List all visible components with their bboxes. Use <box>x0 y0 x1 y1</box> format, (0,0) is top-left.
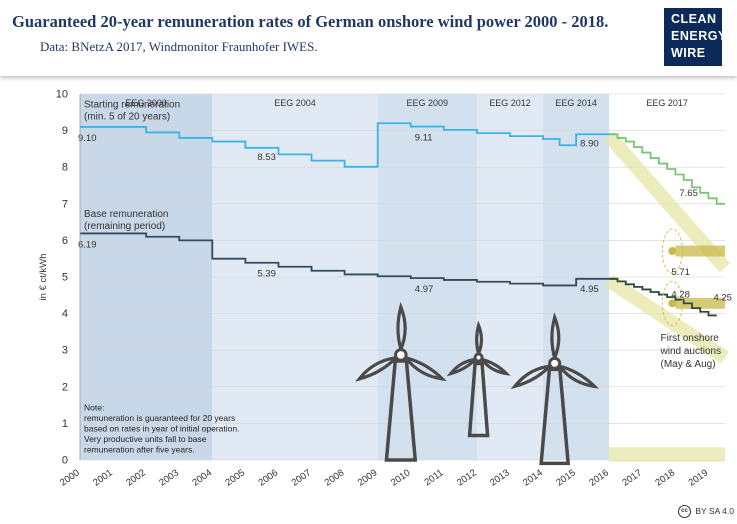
x-tick-label: 2014 <box>521 467 545 488</box>
y-tick-label: 2 <box>62 381 68 393</box>
period-label: EEG 2017 <box>646 98 688 108</box>
auction-note: (May & Aug) <box>661 359 716 370</box>
y-tick-label: 10 <box>56 89 68 101</box>
y-axis-label: in € ct/kWh <box>38 254 49 301</box>
x-tick-label: 2004 <box>190 467 214 488</box>
wind-turbine-icon <box>510 312 600 466</box>
y-tick-label: 5 <box>62 272 68 284</box>
chart-title: Guaranteed 20-year remuneration rates of… <box>12 12 609 31</box>
data-label: 7.65 <box>679 188 698 199</box>
x-tick-label: 2006 <box>257 467 281 488</box>
series-line <box>80 122 618 168</box>
series-line <box>609 133 725 205</box>
x-tick-label: 2010 <box>389 467 413 488</box>
x-tick-label: 2015 <box>554 467 578 488</box>
y-tick-label: 0 <box>62 455 68 467</box>
auction-band-aug <box>675 297 725 309</box>
period-label: EEG 2004 <box>274 98 316 108</box>
auction-point <box>668 299 677 308</box>
data-label: 5.39 <box>257 269 276 280</box>
x-tick-label: 2009 <box>356 467 380 488</box>
x-tick-label: 2011 <box>423 467 446 488</box>
data-label: 4.97 <box>415 284 434 295</box>
data-label: 5.71 <box>671 267 690 278</box>
x-tick-label: 2002 <box>124 467 148 488</box>
period-label: EEG 2009 <box>407 98 449 108</box>
auction-point <box>668 247 677 256</box>
series-label: Base remuneration <box>84 209 169 220</box>
y-tick-label: 1 <box>62 418 68 430</box>
trend-band <box>605 274 729 364</box>
chart-subtitle: Data: BNetzA 2017, Windmonitor Fraunhofe… <box>40 39 318 54</box>
data-label: 8.90 <box>580 138 599 149</box>
note-text: remuneration is guaranteed for 20 years <box>84 413 235 423</box>
x-tick-label: 2000 <box>58 467 82 488</box>
auction-note: First onshore <box>661 333 720 344</box>
clean-energy-wire-logo: CLEAN ENERGY WIRE <box>664 8 727 66</box>
y-tick-label: 9 <box>62 125 68 137</box>
period-label: EEG 2014 <box>555 98 597 108</box>
x-tick-label: 2008 <box>323 467 347 488</box>
x-tick-label: 2001 <box>91 467 115 488</box>
auction-note: wind auctions <box>660 346 722 357</box>
header: Guaranteed 20-year remuneration rates of… <box>0 0 737 76</box>
period-label: EEG 2012 <box>489 98 531 108</box>
x-tick-label: 2017 <box>620 467 644 488</box>
note-text: based on rates in year of initial operat… <box>84 424 239 434</box>
data-label: 4.28 <box>671 289 690 300</box>
license-badge: cc BY SA 4.0 <box>678 505 734 518</box>
logo-line: WIRE <box>671 46 706 60</box>
x-tick-label: 2018 <box>653 467 677 488</box>
y-tick-label: 6 <box>62 235 68 247</box>
wind-turbine-icon <box>355 301 447 462</box>
note-text: Note: <box>84 403 104 413</box>
note-text: remuneration after five years. <box>84 445 195 455</box>
series-label: Starting remuneration <box>84 100 180 111</box>
series-label: (min. 5 of 20 years) <box>84 112 170 123</box>
series-label: (remaining period) <box>84 221 165 232</box>
auction-band-may <box>675 245 725 257</box>
license-text: BY SA 4.0 <box>695 505 734 516</box>
y-tick-label: 3 <box>62 345 68 357</box>
series-line <box>80 232 618 287</box>
logo-line: CLEAN <box>671 12 717 26</box>
auction-ellipse <box>661 228 683 274</box>
x-tick-label: 2019 <box>687 467 711 488</box>
y-tick-label: 7 <box>62 198 68 210</box>
x-tick-label: 2005 <box>223 467 247 488</box>
data-label: 9.11 <box>415 133 433 144</box>
period-label: EEG 2000 <box>125 98 167 108</box>
x-tick-label: 2012 <box>455 467 479 488</box>
x-tick-label: 2003 <box>157 467 181 488</box>
wind-turbine-icon <box>446 320 511 438</box>
note-text: Very productive units fall to base <box>84 434 207 444</box>
y-tick-label: 8 <box>62 162 68 174</box>
data-label: 4.25 <box>713 292 732 303</box>
logo-line: ENERGY <box>671 29 727 43</box>
data-label: 6.19 <box>78 239 97 250</box>
x-tick-label: 2007 <box>290 467 314 488</box>
x-tick-label: 2013 <box>488 467 512 488</box>
x-tick-label: 2016 <box>587 467 611 488</box>
data-label: 9.10 <box>78 133 97 144</box>
data-label: 8.53 <box>257 152 276 163</box>
data-label: 4.95 <box>580 284 599 295</box>
chart-area: EEG 2000 EEG 2004 EEG 2009 EEG 2012 EEG 2014… <box>38 89 732 489</box>
bottom-band <box>609 447 725 462</box>
creative-commons-icon: cc <box>678 505 691 518</box>
y-tick-label: 4 <box>62 308 68 320</box>
